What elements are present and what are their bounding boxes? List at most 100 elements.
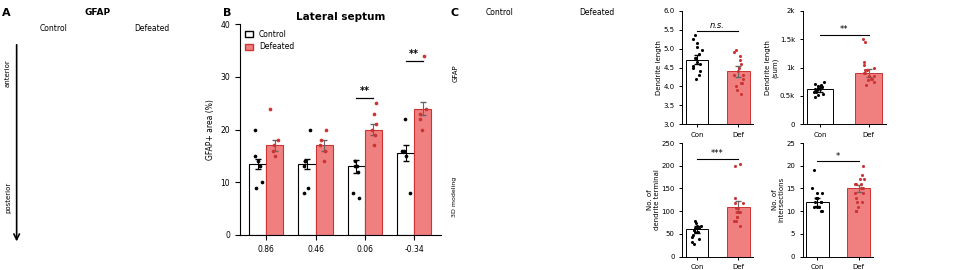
Point — [347, 159, 363, 163]
Point — [265, 148, 281, 153]
Point — [690, 226, 706, 230]
Point — [253, 180, 269, 184]
Point — [861, 74, 876, 78]
Point — [855, 63, 870, 67]
Point — [689, 41, 704, 45]
Title: Lateral septum: Lateral septum — [295, 12, 384, 22]
Point — [846, 182, 862, 186]
Point — [729, 214, 744, 219]
Point — [318, 127, 333, 132]
Point — [688, 221, 703, 225]
Point — [848, 182, 864, 186]
Point — [732, 58, 747, 62]
Point — [687, 226, 702, 230]
Point — [804, 186, 820, 191]
Point — [687, 230, 702, 235]
Point — [734, 73, 750, 77]
Point — [248, 185, 264, 190]
Bar — [727, 71, 749, 238]
Bar — [266, 145, 284, 235]
Point — [689, 60, 704, 64]
Point — [250, 159, 266, 163]
Point — [732, 210, 747, 214]
Text: A: A — [2, 8, 11, 18]
Point — [690, 237, 706, 241]
Bar — [298, 164, 315, 235]
Point — [806, 87, 822, 92]
Point — [350, 170, 366, 174]
Point — [262, 106, 278, 111]
Point — [851, 177, 867, 181]
Point — [416, 54, 431, 58]
Point — [412, 112, 427, 116]
Point — [853, 186, 868, 191]
Bar — [805, 202, 827, 256]
Point — [813, 200, 828, 204]
Point — [344, 191, 360, 195]
Bar — [847, 188, 869, 256]
Point — [685, 232, 700, 237]
Point — [368, 101, 383, 105]
Y-axis label: Dendrite length
(sum): Dendrite length (sum) — [764, 40, 778, 95]
Point — [862, 77, 877, 81]
Point — [395, 148, 411, 153]
Point — [684, 239, 699, 244]
Point — [685, 37, 700, 41]
Point — [849, 204, 865, 209]
Point — [814, 191, 829, 195]
Point — [808, 88, 823, 93]
Point — [809, 195, 824, 200]
Point — [857, 40, 872, 44]
Point — [855, 164, 870, 168]
Point — [729, 88, 744, 92]
Point — [855, 177, 870, 181]
Point — [686, 228, 701, 232]
Point — [855, 37, 870, 41]
Text: Defeated: Defeated — [134, 24, 169, 33]
Point — [689, 230, 705, 235]
Point — [251, 164, 267, 168]
Point — [808, 88, 823, 92]
Point — [810, 204, 825, 209]
Point — [846, 191, 862, 195]
Point — [297, 159, 313, 163]
Point — [366, 112, 381, 116]
Point — [853, 200, 868, 204]
Point — [349, 164, 365, 168]
Text: GFAP: GFAP — [452, 64, 458, 82]
Point — [691, 62, 707, 66]
Point — [366, 143, 381, 147]
Point — [814, 92, 829, 96]
Point — [316, 159, 332, 163]
Point — [728, 48, 743, 53]
Point — [860, 78, 875, 82]
Point — [730, 205, 745, 210]
Point — [312, 143, 328, 147]
Point — [813, 200, 828, 204]
Point — [816, 80, 831, 84]
Point — [854, 186, 869, 191]
Point — [398, 154, 414, 158]
Point — [859, 68, 874, 72]
Point — [687, 219, 702, 223]
Point — [246, 154, 262, 158]
Point — [806, 90, 822, 94]
Point — [813, 82, 828, 87]
Point — [864, 77, 879, 81]
Point — [686, 242, 701, 246]
Point — [313, 138, 329, 142]
Point — [847, 195, 863, 200]
Point — [852, 182, 867, 186]
Legend: Control, Defeated: Control, Defeated — [244, 28, 295, 53]
Point — [684, 235, 699, 239]
Point — [806, 82, 822, 86]
Point — [809, 86, 824, 90]
Text: **: ** — [409, 49, 419, 59]
Point — [812, 209, 827, 213]
Point — [733, 80, 748, 85]
Text: **: ** — [360, 86, 370, 96]
Point — [866, 74, 881, 78]
Point — [368, 122, 383, 126]
Point — [809, 84, 824, 88]
Point — [246, 127, 262, 132]
